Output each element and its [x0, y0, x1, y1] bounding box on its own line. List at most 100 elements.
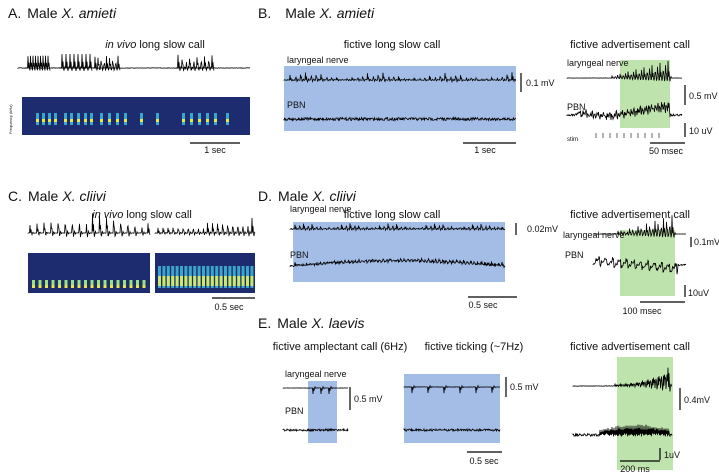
spectrogram-blob: [116, 280, 120, 288]
subtitle-italic: in vivo: [105, 39, 136, 51]
spectrogram-blob: [198, 119, 201, 122]
subtitle: fictive advertisement call: [570, 209, 690, 221]
spectrogram-blob: [184, 276, 188, 286]
trace: [572, 367, 673, 392]
spectrogram-blob: [64, 285, 68, 288]
trace: [592, 255, 687, 275]
trace: [27, 213, 151, 238]
trace: [282, 427, 349, 433]
trace: [289, 223, 506, 232]
title: Male: [278, 188, 309, 204]
panel-title: D. Male X. cliivi: [258, 188, 357, 204]
spectrogram-blob: [123, 285, 126, 288]
panel-letter: E.: [258, 315, 271, 331]
subtitle: fictive long slow call: [344, 39, 441, 51]
spectrogram-blob: [45, 280, 48, 288]
scale-label: 0.4mV: [684, 395, 710, 405]
spectrogram-blob: [214, 119, 217, 122]
spectrogram-blob: [108, 119, 111, 122]
spectrogram-blob: [58, 280, 61, 288]
spectrogram-blob: [51, 285, 55, 288]
species: X. amieti: [61, 5, 117, 21]
scale-label: 0.5 mV: [689, 91, 718, 101]
trace-label: PBN: [285, 406, 304, 416]
spectrogram-blob: [38, 285, 42, 288]
spectrogram-blob: [32, 285, 35, 288]
scale-label: 0.5 sec: [214, 302, 244, 312]
title: Male: [285, 5, 316, 21]
subtitle-text: long slow call: [139, 39, 204, 51]
spectrogram-blob: [228, 276, 232, 286]
spectrogram-blob: [206, 276, 210, 286]
spectrogram-blob: [219, 276, 223, 286]
spectrogram-blob: [156, 119, 159, 122]
spectrogram-blob: [129, 285, 133, 288]
trace: [403, 384, 501, 394]
scale-label: 0.5 mV: [354, 394, 383, 404]
spectrogram-blob: [202, 276, 205, 286]
spectrogram-blob: [97, 285, 100, 288]
panel-title: E. Male X. laevis: [258, 315, 365, 331]
spectrogram-blob: [224, 276, 227, 286]
spectrogram-blob: [171, 276, 175, 286]
scale-label: 0.5 mV: [510, 382, 539, 392]
spectrogram-blob: [246, 276, 249, 286]
spectrogram-blob: [123, 280, 126, 288]
spectrogram-blob: [36, 119, 39, 122]
panel-title: A. Male X. amieti: [8, 5, 117, 21]
title: Male: [27, 5, 58, 21]
scale-label: 0.5 sec: [469, 456, 499, 466]
spectrogram-blob: [206, 119, 209, 122]
trace: [59, 53, 93, 72]
panel-title: C. Male X. cliivi: [8, 188, 107, 204]
spectrogram-blob: [58, 285, 61, 288]
panel-letter: A.: [8, 5, 21, 21]
highlight: [620, 60, 670, 128]
trace-label: laryngeal nerve: [285, 369, 347, 379]
spectrogram-blob: [162, 276, 166, 286]
highlight: [293, 222, 505, 282]
highlight: [404, 374, 500, 443]
spectrogram-blob: [110, 280, 113, 288]
panel-letter: D.: [258, 188, 272, 204]
subtitle: in vivo long slow call: [92, 209, 192, 221]
spectrogram-blob: [64, 119, 67, 122]
spectrogram-blob: [182, 119, 185, 122]
highlight: [284, 66, 516, 131]
trace-label: PBN: [287, 100, 306, 110]
spectrogram-blob: [103, 280, 107, 288]
scale-label: 1 sec: [204, 145, 226, 155]
spectrogram-blob: [70, 119, 73, 122]
spectrogram-blob: [129, 280, 133, 288]
spectrogram-blob: [140, 119, 143, 122]
spectrogram-blob: [90, 285, 94, 288]
spectrogram-blob: [197, 276, 201, 286]
panel-letter: B.: [258, 5, 271, 21]
spectrogram-blob: [77, 285, 81, 288]
spectrogram-blob: [116, 285, 120, 288]
title: Male: [277, 315, 308, 331]
trace: [283, 116, 517, 122]
trace: [25, 55, 51, 71]
trace: [154, 217, 256, 237]
stim-label: stim: [567, 137, 578, 143]
spectrogram-blob: [51, 280, 55, 288]
spectrogram-blob: [180, 276, 183, 286]
spectrogram-blob: [77, 119, 80, 122]
scale-label: 0.1mV: [694, 237, 719, 247]
spectrogram: [22, 97, 250, 135]
scale-label: 0.02mV: [527, 224, 558, 234]
spectrogram-blob: [188, 276, 192, 286]
spectrogram-blob: [77, 280, 81, 288]
scale-label: 10uV: [688, 288, 709, 298]
spectrogram-blob: [84, 285, 87, 288]
spectrogram-blob: [215, 276, 219, 286]
title: Male: [28, 188, 59, 204]
scale-label: 200 ms: [620, 464, 650, 474]
spectrogram-blob: [90, 119, 93, 122]
trace-label: laryngeal nerve: [567, 58, 629, 68]
spectrogram-blob: [45, 285, 48, 288]
scale-label: 100 msec: [622, 306, 662, 316]
spectrogram-blob: [71, 280, 74, 288]
